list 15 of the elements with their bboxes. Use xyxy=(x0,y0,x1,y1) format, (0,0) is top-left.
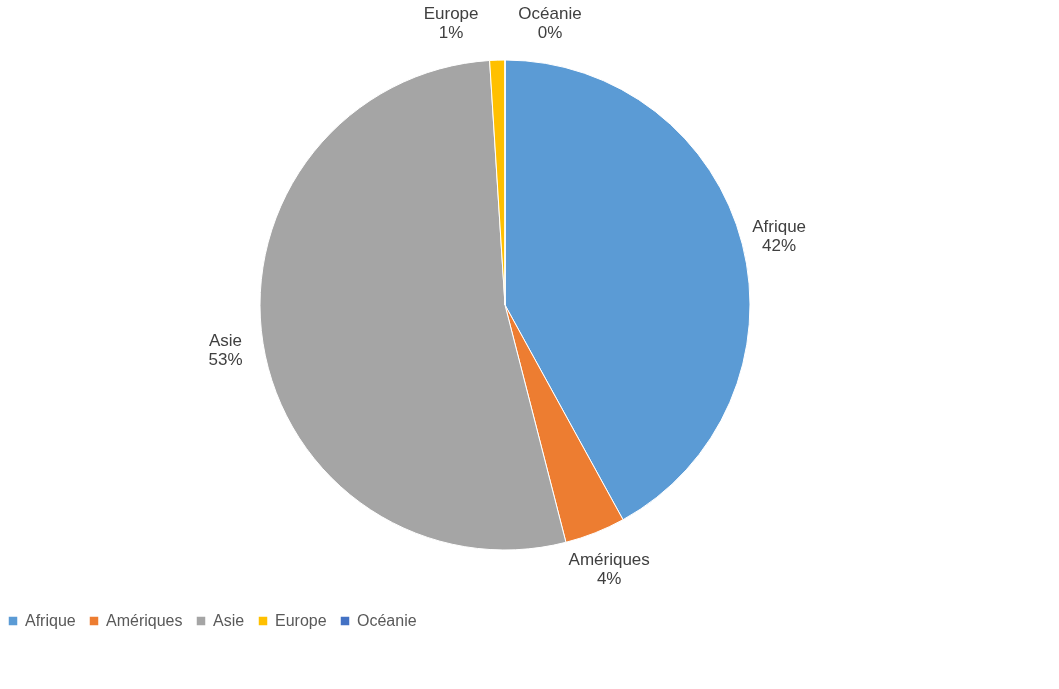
text: 0% xyxy=(537,23,563,42)
data-label: 1% xyxy=(438,23,464,43)
slice-label: Afrique xyxy=(752,216,807,236)
category-label: Océanie xyxy=(518,4,582,23)
slice-label: Asie xyxy=(208,331,243,351)
legend-label: Afrique xyxy=(25,612,76,629)
legend-label: Océanie xyxy=(357,612,417,629)
legend-label: Asie xyxy=(213,612,245,629)
data-label: 42% xyxy=(762,235,797,255)
slice-label: Amériques xyxy=(568,550,650,570)
legend-label: Europe xyxy=(275,612,327,629)
slice-label: Europe xyxy=(423,4,479,24)
data-label: 53% xyxy=(208,350,243,370)
data-label: 4% xyxy=(596,569,622,589)
legend-label: Amériques xyxy=(106,612,183,629)
